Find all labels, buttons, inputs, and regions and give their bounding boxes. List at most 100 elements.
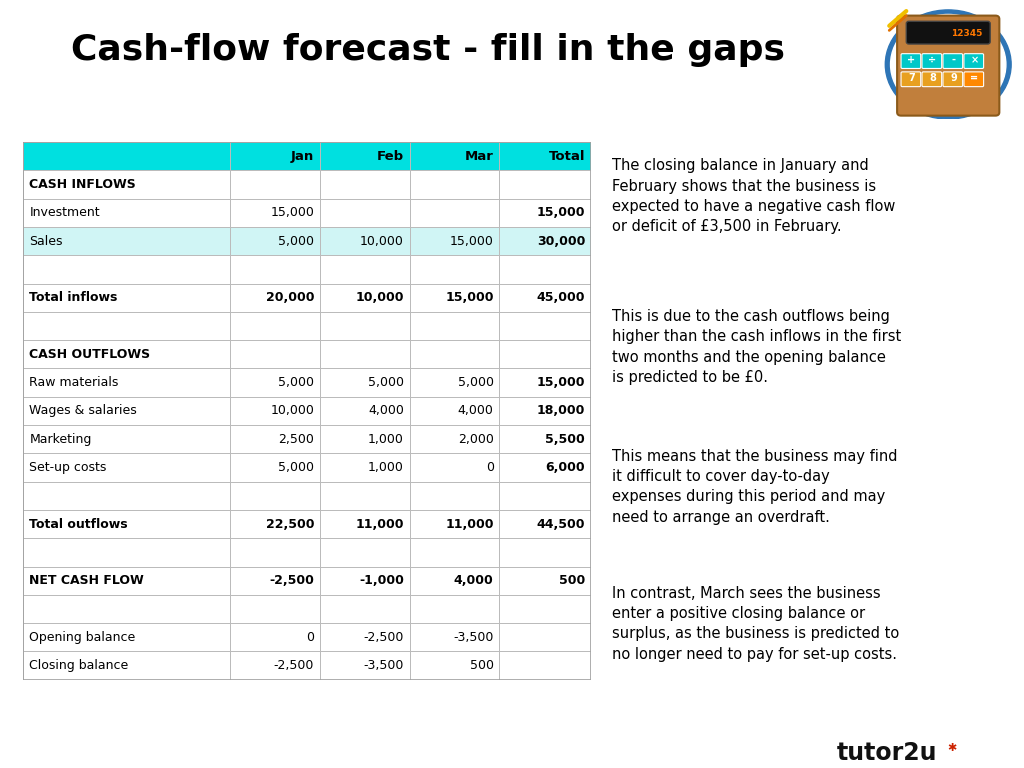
Bar bbox=[410, 425, 500, 453]
Bar bbox=[319, 538, 410, 567]
Bar bbox=[319, 567, 410, 594]
Text: Mar: Mar bbox=[465, 150, 494, 163]
Text: 15,000: 15,000 bbox=[450, 234, 494, 247]
Text: CASH INFLOWS: CASH INFLOWS bbox=[30, 178, 136, 191]
Bar bbox=[23, 312, 230, 340]
Bar bbox=[410, 623, 500, 651]
Bar bbox=[500, 199, 591, 227]
Text: 500: 500 bbox=[559, 574, 585, 588]
Text: Marketing: Marketing bbox=[30, 432, 92, 445]
Bar bbox=[500, 340, 591, 369]
Text: -2,500: -2,500 bbox=[364, 631, 403, 644]
Bar bbox=[500, 227, 591, 255]
Bar bbox=[23, 567, 591, 594]
Bar bbox=[410, 199, 500, 227]
Bar bbox=[230, 510, 319, 538]
Text: Total inflows: Total inflows bbox=[30, 291, 118, 304]
Text: Feb: Feb bbox=[377, 150, 403, 163]
Bar bbox=[23, 594, 230, 623]
Bar bbox=[23, 340, 591, 369]
Bar bbox=[230, 170, 319, 199]
Bar bbox=[500, 397, 591, 425]
Bar bbox=[23, 594, 591, 623]
Bar bbox=[230, 482, 319, 510]
Text: 10,000: 10,000 bbox=[360, 234, 403, 247]
Text: 20,000: 20,000 bbox=[265, 291, 314, 304]
Text: 5,000: 5,000 bbox=[279, 234, 314, 247]
Text: This is due to the cash outflows being
higher than the cash inflows in the first: This is due to the cash outflows being h… bbox=[612, 309, 901, 385]
Text: 15,000: 15,000 bbox=[270, 207, 314, 220]
Text: Cash-flow forecast - fill in the gaps: Cash-flow forecast - fill in the gaps bbox=[71, 33, 784, 67]
Bar bbox=[500, 255, 591, 283]
Text: 6,000: 6,000 bbox=[546, 461, 585, 474]
Bar bbox=[23, 340, 230, 369]
Text: 0: 0 bbox=[485, 461, 494, 474]
Bar bbox=[23, 199, 230, 227]
Bar bbox=[319, 255, 410, 283]
Bar bbox=[23, 312, 591, 340]
Bar bbox=[500, 567, 591, 594]
Bar bbox=[410, 651, 500, 680]
Text: -2,500: -2,500 bbox=[269, 574, 314, 588]
Text: 44,500: 44,500 bbox=[537, 518, 585, 531]
Text: -3,500: -3,500 bbox=[454, 631, 494, 644]
Bar bbox=[319, 453, 410, 482]
Bar bbox=[230, 651, 319, 680]
Bar bbox=[23, 651, 591, 680]
Text: ×: × bbox=[971, 55, 979, 65]
Text: Investment: Investment bbox=[30, 207, 100, 220]
Text: 45,000: 45,000 bbox=[537, 291, 585, 304]
Bar bbox=[500, 453, 591, 482]
Text: Sales: Sales bbox=[30, 234, 62, 247]
Bar bbox=[23, 425, 230, 453]
Bar bbox=[410, 142, 500, 170]
Text: 4,000: 4,000 bbox=[458, 405, 494, 417]
Bar bbox=[230, 594, 319, 623]
Bar bbox=[410, 594, 500, 623]
Circle shape bbox=[891, 15, 1006, 114]
Text: +: + bbox=[907, 55, 915, 65]
Text: 5,500: 5,500 bbox=[546, 432, 585, 445]
Bar bbox=[23, 623, 591, 651]
Bar bbox=[23, 623, 230, 651]
FancyBboxPatch shape bbox=[897, 15, 999, 116]
Text: 22,500: 22,500 bbox=[265, 518, 314, 531]
Text: 30,000: 30,000 bbox=[537, 234, 585, 247]
Bar bbox=[230, 312, 319, 340]
Bar bbox=[319, 594, 410, 623]
Text: 0: 0 bbox=[306, 631, 314, 644]
Text: 2,500: 2,500 bbox=[279, 432, 314, 445]
Bar bbox=[410, 255, 500, 283]
Bar bbox=[23, 227, 230, 255]
Bar bbox=[319, 227, 410, 255]
Bar bbox=[500, 283, 591, 312]
Bar bbox=[230, 567, 319, 594]
Bar bbox=[23, 170, 230, 199]
Text: 4,000: 4,000 bbox=[454, 574, 494, 588]
FancyBboxPatch shape bbox=[906, 22, 990, 44]
Bar bbox=[319, 510, 410, 538]
Text: 500: 500 bbox=[470, 659, 494, 672]
FancyBboxPatch shape bbox=[922, 54, 942, 68]
Bar bbox=[230, 538, 319, 567]
FancyBboxPatch shape bbox=[964, 72, 984, 87]
Bar bbox=[23, 510, 230, 538]
Bar bbox=[319, 312, 410, 340]
Bar bbox=[230, 227, 319, 255]
Bar bbox=[319, 142, 410, 170]
Bar bbox=[230, 623, 319, 651]
Bar bbox=[319, 623, 410, 651]
Text: 15,000: 15,000 bbox=[537, 376, 585, 389]
Text: The closing balance in January and
February shows that the business is
expected : The closing balance in January and Febru… bbox=[612, 158, 896, 234]
Bar bbox=[23, 369, 230, 397]
Bar bbox=[23, 369, 591, 397]
Bar bbox=[500, 510, 591, 538]
Bar bbox=[319, 170, 410, 199]
FancyBboxPatch shape bbox=[922, 72, 942, 87]
Text: -1,000: -1,000 bbox=[359, 574, 403, 588]
Bar bbox=[230, 369, 319, 397]
FancyBboxPatch shape bbox=[901, 54, 921, 68]
Bar bbox=[410, 510, 500, 538]
Bar bbox=[410, 538, 500, 567]
Text: 5,000: 5,000 bbox=[368, 376, 403, 389]
